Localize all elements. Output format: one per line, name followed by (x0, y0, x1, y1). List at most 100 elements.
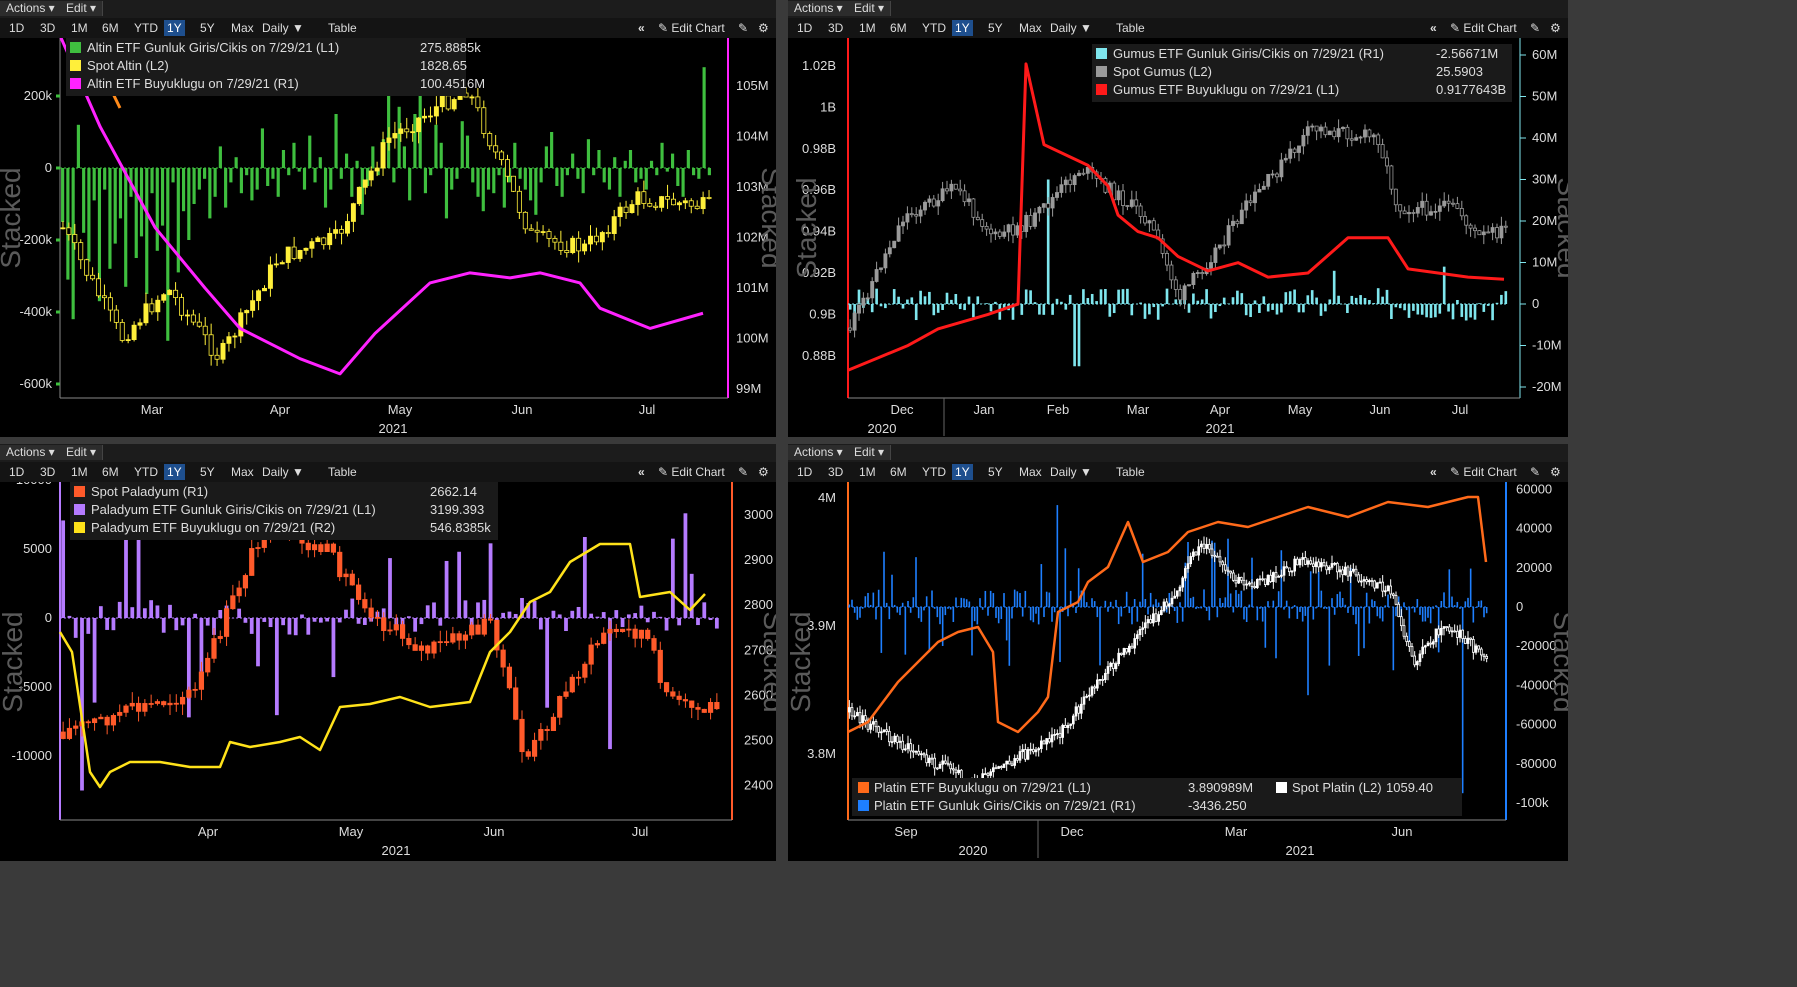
table-button[interactable]: Table (328, 21, 357, 35)
collapse-icon[interactable]: « (638, 465, 645, 479)
actions-menu[interactable]: Actions ▾ (0, 445, 62, 460)
range-button-ytd[interactable]: YTD (922, 21, 946, 35)
range-button-3d[interactable]: 3D (40, 465, 56, 479)
platinum-flow-bar (1003, 593, 1005, 607)
frequency-dropdown[interactable]: Daily ▼ (1050, 21, 1092, 35)
range-button-3d[interactable]: 3D (40, 21, 56, 35)
collapse-icon[interactable]: « (638, 21, 645, 35)
pencil-icon[interactable]: ✎ (1530, 465, 1541, 479)
platinum-flow-bar (957, 606, 960, 607)
collapse-icon[interactable]: « (1430, 21, 1437, 35)
silver-flow-bar (848, 304, 852, 310)
gold-candle-body (250, 300, 256, 311)
platinum-candle-body (1298, 558, 1302, 566)
frequency-dropdown[interactable]: Daily ▼ (1050, 465, 1092, 479)
range-button-1m[interactable]: 1M (859, 465, 876, 479)
range-button-1d[interactable]: 1D (797, 21, 813, 35)
silver-candle-body (896, 225, 901, 242)
platinum-candle-body (1074, 706, 1078, 717)
range-button-max[interactable]: Max (1019, 21, 1042, 35)
gear-icon[interactable]: ⚙ (758, 465, 769, 479)
range-button-6m[interactable]: 6M (890, 21, 907, 35)
platinum-flow-bar (1016, 591, 1019, 607)
palladium-candle-body (487, 618, 494, 621)
gear-icon[interactable]: ⚙ (1550, 21, 1561, 35)
edit-chart-button[interactable]: ✎ Edit Chart (1450, 21, 1517, 35)
palladium-flow-bar (174, 618, 179, 631)
edit-chart-button[interactable]: ✎ Edit Chart (658, 21, 725, 35)
actions-menu[interactable]: Actions ▾ (788, 1, 850, 16)
gold-candle-body (510, 175, 516, 192)
frequency-dropdown[interactable]: Daily ▼ (262, 465, 304, 479)
range-button-3d[interactable]: 3D (828, 465, 844, 479)
edit-chart-button[interactable]: ✎ Edit Chart (1450, 465, 1517, 479)
range-button-3d[interactable]: 3D (828, 21, 844, 35)
palladium-left-tick: -10000 (12, 748, 52, 763)
pencil-icon[interactable]: ✎ (738, 465, 749, 479)
pencil-icon[interactable]: ✎ (1530, 21, 1541, 35)
pencil-icon[interactable]: ✎ (738, 21, 749, 35)
range-button-1y[interactable]: 1Y (164, 464, 185, 480)
range-button-ytd[interactable]: YTD (134, 465, 158, 479)
platinum-candle-body (991, 767, 995, 773)
collapse-icon[interactable]: « (1430, 465, 1437, 479)
gear-icon[interactable]: ⚙ (1550, 465, 1561, 479)
range-button-5y[interactable]: 5Y (988, 21, 1003, 35)
edit-menu[interactable]: Edit ▾ (60, 445, 104, 460)
range-button-1m[interactable]: 1M (859, 21, 876, 35)
gear-icon[interactable]: ⚙ (758, 21, 769, 35)
range-button-max[interactable]: Max (231, 465, 254, 479)
platinum-flow-bar (853, 607, 856, 613)
silver-left-tick: 1B (820, 99, 836, 114)
range-button-1m[interactable]: 1M (71, 465, 88, 479)
range-button-1d[interactable]: 1D (9, 465, 25, 479)
silver-candle-body (1455, 203, 1460, 209)
platinum-flow-bar (1107, 607, 1109, 612)
silver-flow-bar (994, 301, 997, 304)
platinum-candle-body (943, 760, 947, 764)
gold-right-tick: 105M (736, 78, 769, 93)
table-button[interactable]: Table (328, 465, 357, 479)
gold-flow-bar (555, 168, 559, 186)
range-button-ytd[interactable]: YTD (134, 21, 158, 35)
edit-menu[interactable]: Edit ▾ (848, 1, 892, 16)
platinum-right-tick: 40000 (1516, 521, 1552, 536)
range-button-1y[interactable]: 1Y (164, 20, 185, 36)
range-button-max[interactable]: Max (231, 21, 254, 35)
range-button-1d[interactable]: 1D (9, 21, 25, 35)
silver-flow-bar (914, 304, 918, 321)
edit-menu[interactable]: Edit ▾ (848, 445, 892, 460)
edit-chart-button[interactable]: ✎ Edit Chart (658, 465, 725, 479)
range-button-6m[interactable]: 6M (102, 465, 119, 479)
range-button-6m[interactable]: 6M (102, 21, 119, 35)
range-button-5y[interactable]: 5Y (200, 465, 215, 479)
silver-candle-body (1213, 247, 1218, 263)
table-button[interactable]: Table (1116, 21, 1145, 35)
range-button-5y[interactable]: 5Y (988, 465, 1003, 479)
range-button-1d[interactable]: 1D (797, 465, 813, 479)
platinum-flow-bar (1451, 596, 1453, 607)
palladium-right-tick: 2500 (744, 733, 773, 748)
table-button[interactable]: Table (1116, 465, 1145, 479)
range-button-1m[interactable]: 1M (71, 21, 88, 35)
range-button-ytd[interactable]: YTD (922, 465, 946, 479)
range-button-1y[interactable]: 1Y (952, 20, 973, 36)
range-button-5y[interactable]: 5Y (200, 21, 215, 35)
palladium-flow-bar (318, 618, 323, 623)
actions-menu[interactable]: Actions ▾ (0, 1, 62, 16)
platinum-candle-body (869, 723, 872, 730)
range-button-1y[interactable]: 1Y (952, 464, 973, 480)
silver-flow-bar (1222, 297, 1226, 304)
gold-candle-body (629, 204, 635, 214)
edit-menu[interactable]: Edit ▾ (60, 1, 104, 16)
range-button-6m[interactable]: 6M (890, 465, 907, 479)
range-button-max[interactable]: Max (1019, 465, 1042, 479)
silver-candle-body (1279, 159, 1284, 178)
actions-menu[interactable]: Actions ▾ (788, 445, 850, 460)
gold-flow-bar (281, 150, 286, 168)
platinum-flow-bar (888, 607, 891, 620)
platinum-flow-bar (1067, 607, 1069, 617)
frequency-dropdown[interactable]: Daily ▼ (262, 21, 304, 35)
palladium-legend-label-1: Paladyum ETF Gunluk Giris/Cikis on 7/29/… (91, 502, 376, 517)
gold-left-watermark: Stacked (0, 167, 26, 268)
